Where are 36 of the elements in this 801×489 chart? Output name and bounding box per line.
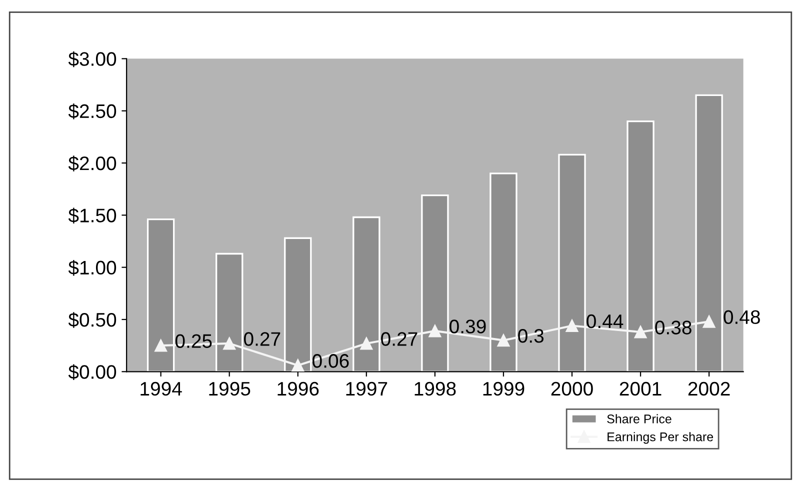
data-label: 0.27 [244,332,280,346]
y-tick-label: $1.50 [68,208,116,224]
data-label: 0.06 [312,354,349,368]
data-label: 0.3 [518,329,544,343]
point [566,319,578,332]
y-tick-label: $0.00 [68,364,116,380]
point [428,324,442,338]
data-label: 0.38 [655,320,692,334]
legend-label: Earnings Per share [608,432,714,444]
y-tick-label: $3.00 [68,51,116,68]
point [634,326,647,338]
x-tick-label: 1995 [209,382,250,396]
point [702,315,716,328]
x-tick-label: 2000 [551,382,593,396]
y-tick-label: $2.00 [68,156,116,172]
y-tick-label: $2.50 [68,103,116,120]
x-tick-label: 1996 [278,382,319,396]
data-label: 0.39 [450,320,486,334]
data-label: 0.25 [175,334,212,348]
data-label: 0.27 [381,332,418,346]
x-tick-label: 1994 [140,382,182,396]
point [360,337,373,350]
data-label: 0.48 [724,310,760,324]
y-tick-label: $0.50 [68,312,116,328]
x-tick-label: 2002 [688,382,730,396]
x-tick-label: 1999 [483,382,524,396]
point [154,339,168,352]
data-label: 0.44 [586,314,624,328]
point [292,359,304,372]
legend-label: Share Price [607,414,672,424]
y-tick-label: $1.00 [68,260,116,276]
point [497,334,510,347]
x-tick-label: 2001 [620,382,662,396]
x-tick-label: 1997 [346,382,388,396]
x-tick-label: 1998 [414,382,456,396]
point [223,337,236,350]
